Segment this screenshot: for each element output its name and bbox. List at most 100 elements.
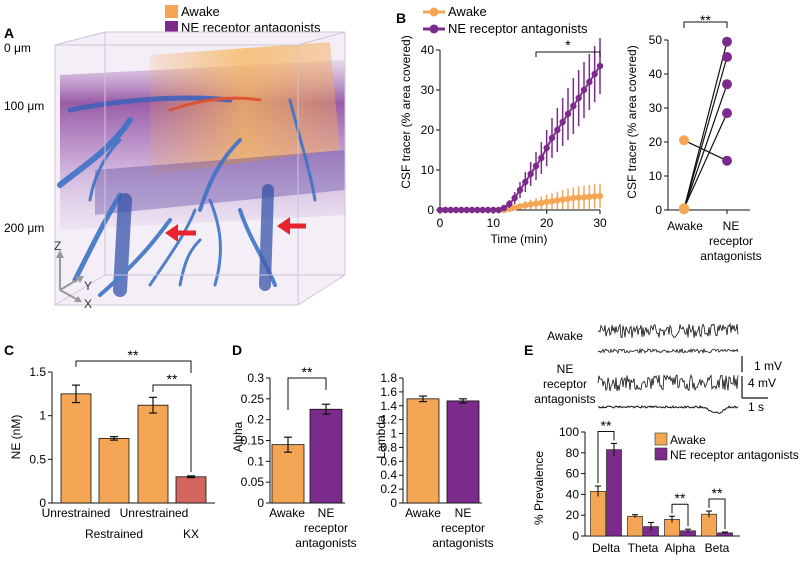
bar xyxy=(60,393,92,504)
scale-bars xyxy=(741,356,768,399)
legend-label-awake: Awake xyxy=(181,4,220,19)
data-point xyxy=(442,206,449,214)
data-point xyxy=(564,110,572,118)
bar xyxy=(309,408,343,504)
significance-bracket xyxy=(152,384,192,472)
chart-e-ylabel: % Prevalence xyxy=(532,451,546,525)
chart-b2-xlabel-ne-3: antagonists xyxy=(700,249,761,263)
data-point xyxy=(527,170,534,178)
data-point-ne xyxy=(722,108,732,119)
significance-marker: ** xyxy=(700,12,711,28)
data-point xyxy=(591,70,598,78)
data-point xyxy=(474,206,481,214)
legend-swatch-awake xyxy=(654,432,668,446)
chart-b-line: 0 10 20 30 40 0 10 20 30 * xyxy=(421,37,607,230)
data-point xyxy=(596,62,604,70)
bar xyxy=(446,400,480,504)
x-tick-label: 20 xyxy=(540,216,554,230)
chart-b2-xlabel-ne-2: receptor xyxy=(709,234,753,248)
chart-c-cat-1: Restrained xyxy=(85,527,143,541)
trace-label-ne-3: antagonists xyxy=(534,392,595,406)
significance-marker: ** xyxy=(675,490,686,506)
y-tick-label: 20 xyxy=(649,135,663,149)
x-tick-label: Alpha xyxy=(665,541,696,555)
depth-label-200: 200 μm xyxy=(4,221,44,235)
data-point xyxy=(586,78,593,86)
panel-e-label: E xyxy=(524,342,533,358)
legend-label-ne: NE receptor antagonists xyxy=(670,448,799,462)
y-tick-label: 0.1 xyxy=(247,454,264,468)
chart-c-cat-2: Unrestrained xyxy=(120,506,189,520)
eeg-trace xyxy=(597,347,739,354)
data-point xyxy=(570,194,577,202)
data-point xyxy=(538,154,545,162)
data-point-awake xyxy=(679,204,689,215)
bar xyxy=(590,490,606,537)
y-tick-label: 40 xyxy=(566,487,580,501)
legend-swatch-ne xyxy=(165,21,178,34)
x-tick-label: Beta xyxy=(705,541,730,555)
data-point xyxy=(516,186,524,194)
data-point-ne xyxy=(722,79,732,90)
chart-d1-cat-ne-2: receptor xyxy=(304,521,348,535)
y-tick-label: 20 xyxy=(566,508,580,522)
bar xyxy=(137,404,169,504)
data-point xyxy=(591,193,598,200)
significance-bracket xyxy=(671,503,689,527)
data-point xyxy=(522,202,529,209)
data-point xyxy=(495,206,502,214)
y-tick-label: 0.3 xyxy=(247,371,264,385)
chart-d-alpha: 0 0.05 0.1 0.15 0.2 0.25 0.3 ** xyxy=(241,364,345,510)
scale-label-1mv: 1 mV xyxy=(754,359,782,373)
chart-e-bar: 0 20 40 60 80 100 Delta Theta Alpha Beta ** ** ** xyxy=(559,417,740,555)
chart-b2-ylabel: CSF tracer (% area covered) xyxy=(625,45,639,198)
axis-x-label: X xyxy=(84,297,92,311)
y-tick-label: 0 xyxy=(572,529,579,543)
y-tick-label: 1.5 xyxy=(29,365,46,379)
significance-marker: ** xyxy=(601,417,612,433)
data-point-ne xyxy=(722,52,732,62)
chart-d2-cat-ne-1: NE xyxy=(455,506,472,520)
significance-marker: ** xyxy=(128,347,139,363)
data-point-ne xyxy=(722,155,732,166)
y-tick-label: 0.4 xyxy=(380,468,397,482)
data-point xyxy=(500,204,508,212)
red-arrow-icon xyxy=(165,224,196,242)
data-point xyxy=(580,194,588,201)
y-tick-label: 0.2 xyxy=(247,413,264,427)
legend-label-ne: NE receptor antagonists xyxy=(448,21,588,36)
data-point xyxy=(543,144,550,152)
data-point xyxy=(479,206,486,214)
y-tick-label: 0.5 xyxy=(29,452,46,466)
data-point xyxy=(532,200,540,207)
data-point xyxy=(586,193,593,200)
red-arrow-icon xyxy=(277,217,306,235)
trace-label-ne-1: NE xyxy=(557,362,574,376)
pair-line xyxy=(683,41,728,210)
axis-y-label: Y xyxy=(84,279,92,293)
volume-render xyxy=(54,31,346,306)
legend-swatch-awake xyxy=(165,5,178,18)
chart-d2-ylabel: Lambda xyxy=(374,415,388,459)
chart-b2-xlabel-awake: Awake xyxy=(667,219,703,233)
x-tick-label: 10 xyxy=(487,216,501,230)
pair-line xyxy=(683,112,728,209)
legend-label-awake: Awake xyxy=(448,4,487,19)
data-point xyxy=(575,94,582,102)
significance-bracket xyxy=(597,430,615,484)
chart-b1-ylabel: CSF tracer (% area covered) xyxy=(399,35,413,188)
x-tick-label: 0 xyxy=(437,216,444,230)
depth-label-0: 0 μm xyxy=(4,41,31,55)
y-tick-label: 1.2 xyxy=(380,413,397,427)
bar xyxy=(406,398,440,504)
y-tick-label: 40 xyxy=(421,43,435,57)
y-tick-label: 10 xyxy=(649,169,663,183)
bar xyxy=(98,437,130,504)
data-point xyxy=(447,206,454,214)
data-point xyxy=(570,102,577,110)
data-point xyxy=(548,134,556,142)
data-point xyxy=(452,206,460,214)
y-tick-label: 0.2 xyxy=(380,482,397,496)
legend-swatch-ne xyxy=(654,447,668,461)
chart-d1-cat-awake: Awake xyxy=(269,506,305,520)
